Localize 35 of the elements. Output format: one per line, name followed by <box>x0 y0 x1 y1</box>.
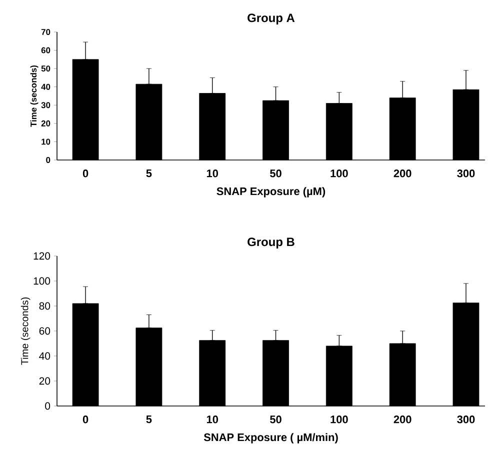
chart-title: Group A <box>248 14 295 24</box>
x-tick-label: 0 <box>82 170 88 178</box>
x-tick-label: 5 <box>146 170 152 178</box>
y-axis-title: Time (seconds) <box>30 65 38 127</box>
y-tick-label: 20 <box>39 377 50 385</box>
x-tick-label: 300 <box>457 170 475 178</box>
x-tick-label: 200 <box>394 416 412 424</box>
y-tick-label: 40 <box>41 84 50 90</box>
y-tick-label: 80 <box>39 302 50 310</box>
y-tick-label: 10 <box>42 138 50 145</box>
x-tick-label: 0 <box>82 416 88 424</box>
x-tick-label: 100 <box>330 170 348 178</box>
y-tick-label: 70 <box>41 29 50 35</box>
x-tick-label: 50 <box>270 170 282 178</box>
y-tick-label: 60 <box>41 47 50 54</box>
x-tick-label: 200 <box>394 170 412 178</box>
x-tick-label: 5 <box>146 416 152 424</box>
y-tick-label: 50 <box>41 66 50 72</box>
y-tick-label: 120 <box>34 252 50 260</box>
y-tick-label: 30 <box>41 102 50 108</box>
y-tick-label: 20 <box>41 120 50 126</box>
y-tick-label: 0 <box>45 402 50 410</box>
x-tick-label: 300 <box>457 416 475 424</box>
chart-title: Group B <box>248 238 294 248</box>
y-axis-title: Time (seconds) <box>20 297 30 365</box>
x-tick-label: 10 <box>206 416 218 424</box>
x-tick-label: 50 <box>270 416 282 424</box>
x-axis-title: SNAP Exposure (µM) <box>216 187 326 198</box>
x-tick-label: 100 <box>330 416 348 424</box>
y-tick-label: 100 <box>34 277 50 285</box>
x-tick-label: 10 <box>206 170 218 178</box>
y-tick-label: 0 <box>46 156 50 163</box>
y-tick-label: 60 <box>39 327 50 335</box>
x-axis-title: SNAP Exposure ( µM/min) <box>204 433 338 444</box>
y-tick-label: 40 <box>39 352 50 360</box>
